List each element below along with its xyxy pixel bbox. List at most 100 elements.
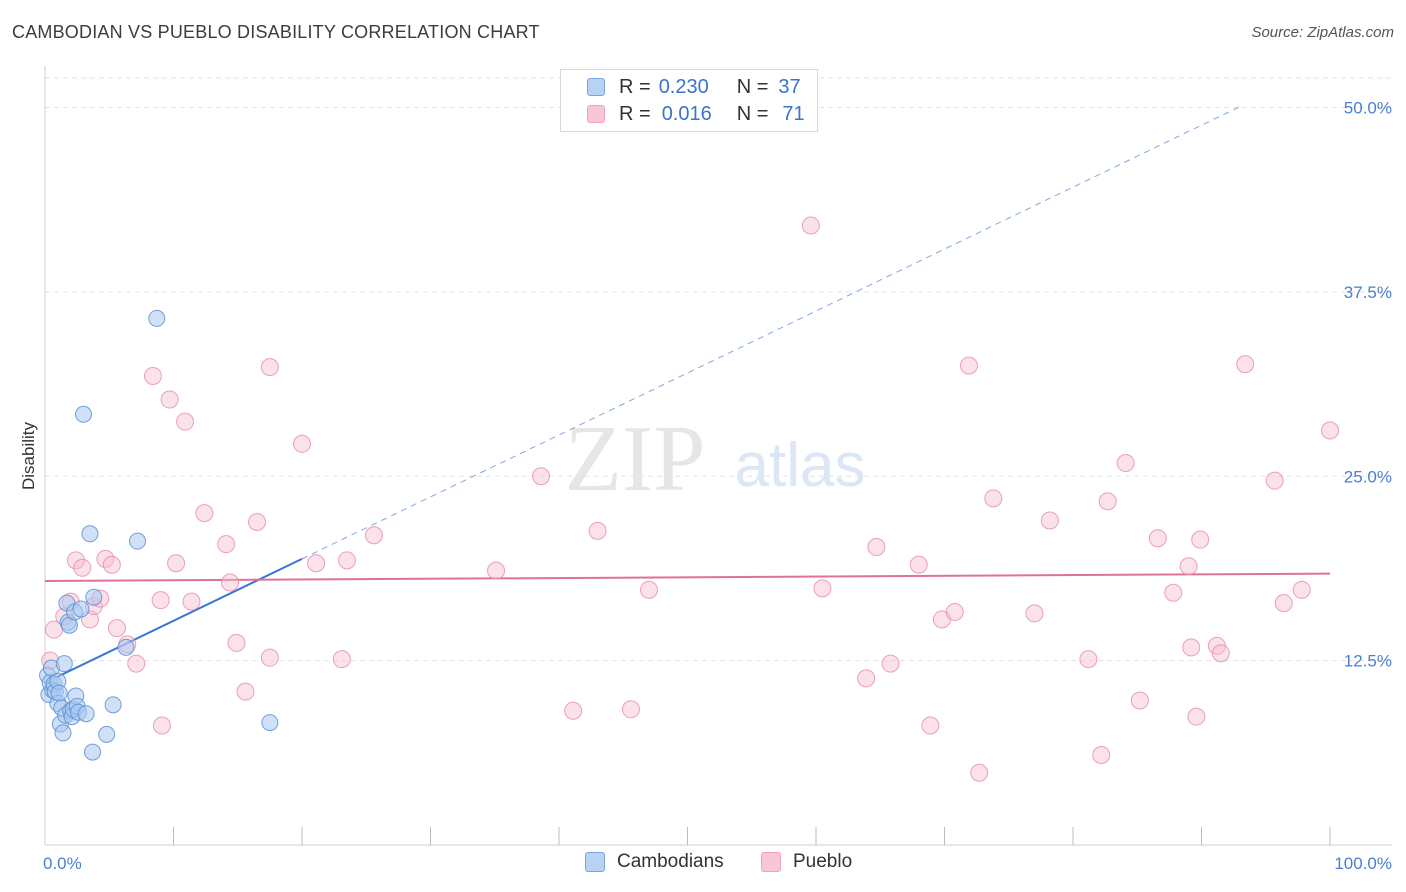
pueblo-point	[248, 512, 267, 531]
pueblo-point	[1130, 691, 1149, 710]
legend-label-pueblo: Pueblo	[793, 851, 853, 872]
pueblo-point	[959, 356, 978, 375]
pueblo-point	[107, 619, 126, 638]
pueblo-point	[1191, 530, 1210, 549]
data-points	[39, 216, 1339, 782]
cambodian-point	[129, 532, 147, 550]
pueblo-point	[217, 535, 236, 554]
legend-r-label: R =	[619, 102, 651, 125]
pueblo-point	[1236, 355, 1255, 374]
pueblo-point	[182, 592, 201, 611]
legend-label-cambodians: Cambodians	[617, 851, 724, 872]
series-legend: Cambodians Pueblo	[0, 851, 1406, 877]
legend-n-label: N =	[736, 102, 769, 125]
pueblo-trend-line	[44, 572, 1331, 582]
x-tick-label-left: 0.0%	[43, 854, 82, 873]
pueblo-point	[1040, 511, 1059, 530]
source-label: Source: ZipAtlas.com	[1251, 24, 1394, 41]
tick-labels: 12.5% 25.0% 37.5% 50.0% 0.0% 100.0%	[43, 99, 1392, 874]
pueblo-point	[364, 526, 383, 545]
pueblo-point	[984, 489, 1003, 508]
legend-item-pueblo[interactable]: Pueblo	[761, 851, 852, 873]
pueblo-point	[1116, 453, 1135, 472]
pueblo-point	[532, 467, 551, 486]
cambodian-trend-extension	[301, 106, 1241, 560]
trend-lines	[44, 106, 1331, 684]
pueblo-point	[487, 561, 506, 580]
pueblo-point	[143, 366, 162, 385]
pueblo-point	[867, 538, 886, 557]
pueblo-point	[227, 633, 246, 652]
pueblo-point	[588, 521, 607, 540]
pueblo-point	[621, 700, 640, 719]
cambodian-point	[84, 743, 102, 761]
pueblo-point	[1179, 557, 1198, 576]
legend-row-cambodians: R = 0.230 N = 37	[587, 74, 801, 100]
cambodian-swatch	[587, 78, 605, 96]
pueblo-point	[337, 551, 356, 570]
pueblo-point	[66, 551, 85, 570]
pueblo-point	[307, 554, 326, 573]
pueblo-point	[221, 573, 240, 592]
pueblo-point	[236, 682, 255, 701]
pueblo-point	[1164, 583, 1183, 602]
pueblo-point	[1025, 604, 1044, 623]
cambodian-point	[75, 405, 93, 423]
cambodian-point	[104, 696, 122, 714]
y-tick-label: 50.0%	[1344, 99, 1392, 118]
cambodian-point	[55, 655, 73, 673]
axes	[44, 66, 1392, 846]
pueblo-point	[1274, 594, 1293, 613]
legend-row-pueblo: R = 0.016 N = 71	[587, 101, 805, 127]
cambodian-point	[261, 714, 279, 732]
y-tick-label: 25.0%	[1344, 467, 1392, 486]
pueblo-point	[921, 716, 940, 735]
pueblo-point	[1148, 529, 1167, 548]
cambodian-point	[85, 588, 103, 606]
pueblo-point	[1187, 707, 1206, 726]
pueblo-point	[293, 434, 311, 453]
pueblo-point	[564, 701, 583, 720]
y-axis-label: Disability	[19, 421, 38, 490]
y-tick-label: 12.5%	[1344, 652, 1392, 671]
watermark-atlas: atlas	[735, 431, 866, 500]
pueblo-point	[332, 650, 351, 669]
pueblo-point	[151, 591, 170, 610]
pueblo-point	[1092, 746, 1111, 765]
legend-item-cambodians[interactable]: Cambodians	[585, 851, 724, 873]
cambodian-point	[54, 724, 72, 742]
legend-r-value: 0.016	[661, 102, 712, 125]
pueblo-point	[945, 602, 964, 621]
pueblo-point	[1079, 650, 1098, 669]
pueblo-point	[160, 390, 179, 409]
pueblo-point	[909, 555, 928, 574]
pueblo-point	[102, 555, 121, 574]
cambodian-point	[72, 600, 90, 618]
pueblo-point	[1211, 644, 1230, 663]
pueblo-point	[639, 580, 658, 599]
chart-title: CAMBODIAN VS PUEBLO DISABILITY CORRELATI…	[12, 22, 540, 42]
cambodian-point	[77, 705, 95, 723]
pueblo-point	[813, 579, 832, 598]
pueblo-point	[127, 654, 146, 673]
pueblo-point	[167, 554, 186, 573]
cambodian-point	[81, 525, 99, 543]
pueblo-point	[1321, 421, 1339, 440]
cambodian-point	[50, 684, 68, 702]
legend-n-value: 37	[778, 75, 801, 98]
pueblo-point	[260, 358, 279, 377]
legend-n-value: 71	[782, 102, 805, 125]
legend-r-label: R =	[619, 75, 651, 98]
y-tick-label: 37.5%	[1344, 283, 1392, 302]
pueblo-point	[881, 654, 900, 673]
correlation-legend: R = 0.230 N = 37 R = 0.016 N = 71	[560, 69, 818, 132]
pueblo-point	[1265, 471, 1284, 490]
watermark-zip: ZIP	[565, 407, 706, 511]
pueblo-point	[1182, 638, 1201, 657]
watermark: ZIP atlas	[565, 407, 866, 511]
pueblo-point	[1098, 492, 1117, 511]
pueblo-point	[801, 216, 820, 235]
pueblo-point	[73, 558, 92, 577]
x-tick-label-right: 100.0%	[1334, 854, 1392, 873]
